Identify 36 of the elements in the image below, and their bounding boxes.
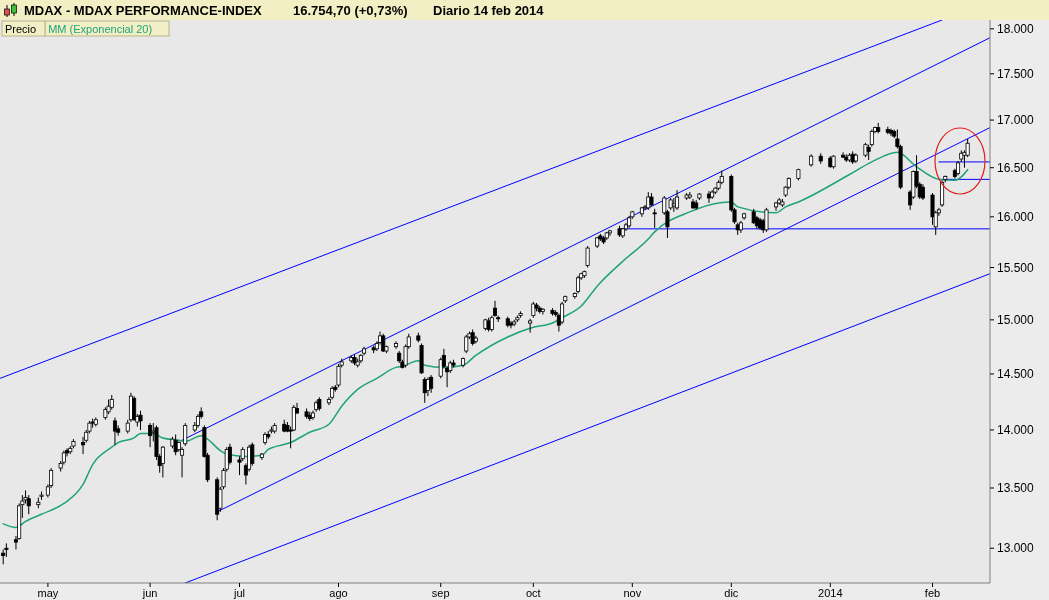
candlestick — [940, 179, 945, 208]
candlestick — [422, 376, 427, 404]
x-tick-label: oct — [525, 587, 541, 599]
y-tick-label: 16.000 — [997, 209, 1035, 224]
y-tick-label: 18.000 — [997, 21, 1035, 36]
line-series — [2, 151, 969, 529]
candlestick — [336, 363, 341, 388]
y-tick-label: 14.000 — [997, 422, 1035, 437]
y-tick-label: 15.000 — [997, 312, 1035, 327]
y-tick-label: 13.000 — [997, 541, 1035, 556]
text: MM (Exponencial 20) — [48, 22, 153, 35]
y-tick-label: 17.500 — [997, 66, 1035, 81]
x-tick-label: may — [37, 587, 59, 599]
candlestick — [528, 318, 533, 334]
text: Diario 14 feb 2014 — [433, 3, 545, 18]
x-tick-label: feb — [924, 587, 941, 599]
chart-title: MDAX - MDAX PERFORMANCE-INDEX — [24, 3, 262, 18]
candlestick — [394, 340, 398, 350]
chart-subtitle: 16.754,70 (+0,73%) — [293, 3, 408, 18]
candlestick — [841, 151, 846, 159]
y-tick-label: 14.500 — [997, 366, 1035, 381]
y-tick-label: 17.000 — [997, 113, 1035, 128]
candlestick — [652, 208, 657, 229]
x-tick-label: ago — [329, 587, 348, 599]
y-tick-label: 16.500 — [997, 160, 1035, 175]
x-tick-label: jul — [233, 587, 246, 599]
x-tick-label: nov — [623, 587, 642, 599]
candlestick — [585, 245, 590, 269]
x-tick-label: dic — [724, 587, 739, 599]
x-tick-label: sep — [431, 587, 450, 599]
text: Precio — [5, 22, 37, 35]
x-tick-label: 2014 — [818, 587, 843, 599]
y-tick-label: 15.500 — [997, 260, 1035, 275]
candlestick — [183, 422, 188, 447]
x-tick-label: jun — [141, 587, 158, 599]
y-tick-label: 13.500 — [997, 481, 1035, 496]
